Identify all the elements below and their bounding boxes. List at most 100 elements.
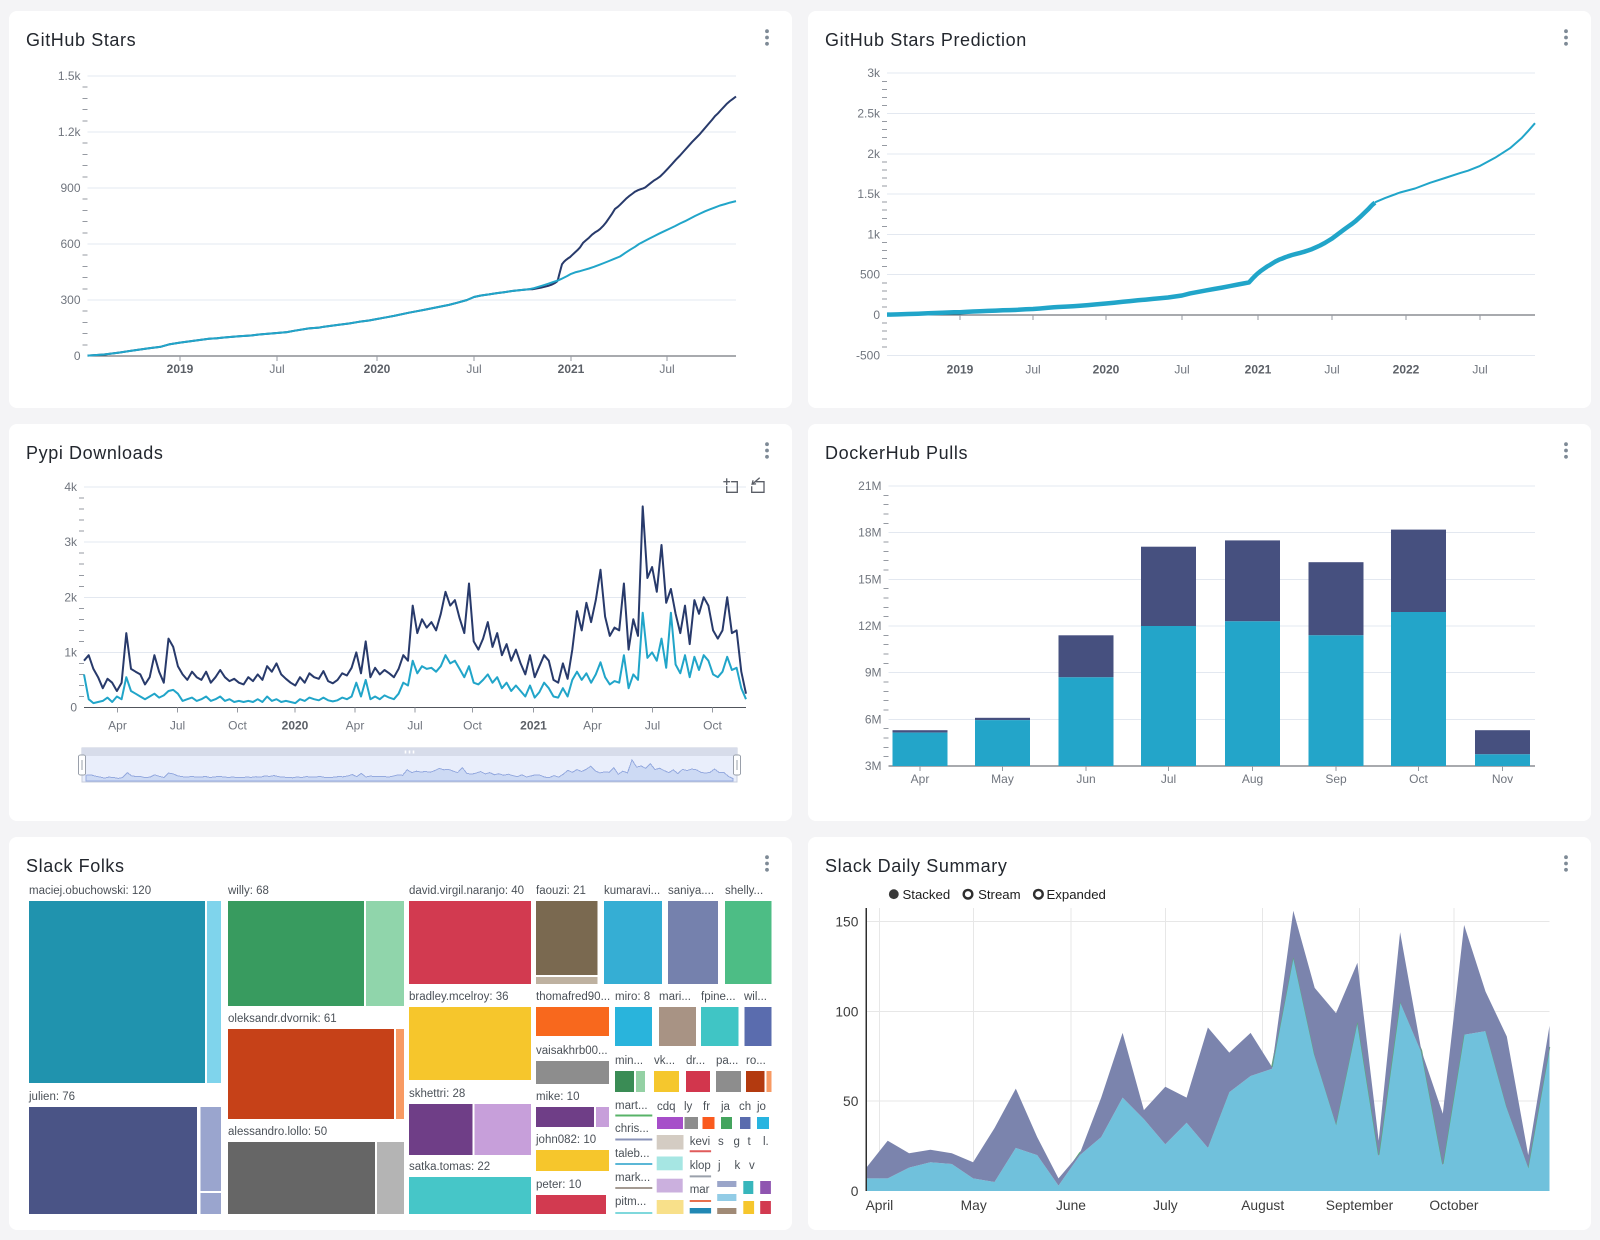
svg-text:3k: 3k (64, 535, 78, 549)
svg-text:mark...: mark... (615, 1172, 650, 1184)
svg-text:2021: 2021 (558, 362, 585, 376)
svg-text:1k: 1k (64, 645, 78, 659)
svg-text:l.: l. (763, 1136, 769, 1148)
svg-text:mar: mar (690, 1184, 710, 1196)
svg-text:3M: 3M (865, 759, 882, 773)
svg-text:pitm...: pitm... (615, 1196, 646, 1208)
svg-text:Slack Folks: Slack Folks (26, 856, 125, 876)
svg-text:2019: 2019 (167, 362, 194, 376)
svg-text:Stacked: Stacked (903, 887, 951, 902)
svg-text:0: 0 (851, 1184, 859, 1199)
svg-text:mike: 10: mike: 10 (536, 1091, 579, 1103)
svg-text:ch: ch (739, 1101, 751, 1113)
svg-text:12M: 12M (858, 619, 881, 633)
svg-text:Apr: Apr (346, 719, 365, 733)
svg-text:alessandro.lollo: 50: alessandro.lollo: 50 (228, 1126, 327, 1138)
svg-text:Jul: Jul (645, 719, 660, 733)
svg-text:kumaravi...: kumaravi... (604, 885, 660, 897)
svg-text:50: 50 (843, 1094, 859, 1109)
svg-text:Jul: Jul (466, 362, 481, 376)
svg-text:satka.tomas: 22: satka.tomas: 22 (409, 1161, 490, 1173)
svg-text:ly: ly (684, 1101, 693, 1113)
svg-text:Expanded: Expanded (1047, 887, 1106, 902)
svg-text:2021: 2021 (1245, 362, 1272, 376)
svg-text:pa...: pa... (716, 1055, 738, 1067)
svg-text:willy: 68: willy: 68 (227, 885, 269, 897)
svg-text:chris...: chris... (615, 1123, 649, 1135)
svg-text:Apr: Apr (583, 719, 602, 733)
svg-text:bradley.mcelroy: 36: bradley.mcelroy: 36 (409, 991, 509, 1003)
svg-text:GitHub Stars Prediction: GitHub Stars Prediction (825, 30, 1027, 50)
svg-text:2019: 2019 (947, 362, 974, 376)
svg-text:Jul: Jul (269, 362, 284, 376)
svg-text:klop: klop (690, 1160, 711, 1172)
svg-text:Jul: Jul (659, 362, 674, 376)
svg-text:100: 100 (835, 1004, 858, 1019)
svg-text:vaisakhrb00...: vaisakhrb00... (536, 1045, 608, 1057)
svg-text:900: 900 (60, 181, 80, 195)
svg-text:fpine...: fpine... (701, 991, 736, 1003)
svg-text:Aug: Aug (1242, 772, 1263, 786)
svg-text:0: 0 (873, 308, 880, 322)
svg-text:maciej.obuchowski: 120: maciej.obuchowski: 120 (29, 885, 151, 897)
svg-text:Nov: Nov (1492, 772, 1513, 786)
svg-text:Sep: Sep (1325, 772, 1347, 786)
svg-text:thomafred90...: thomafred90... (536, 991, 610, 1003)
svg-text:mart...: mart... (615, 1100, 648, 1112)
svg-text:Jul: Jul (1025, 362, 1040, 376)
svg-text:18M: 18M (858, 526, 881, 540)
svg-text:shelly...: shelly... (725, 885, 763, 897)
svg-text:21M: 21M (858, 479, 881, 493)
svg-text:k: k (735, 1160, 741, 1172)
svg-text:4k: 4k (64, 480, 78, 494)
svg-text:oleksandr.dvornik: 61: oleksandr.dvornik: 61 (228, 1013, 337, 1025)
svg-text:vk...: vk... (654, 1055, 675, 1067)
svg-text:600: 600 (60, 237, 80, 251)
svg-text:2021: 2021 (520, 719, 547, 733)
svg-text:October: October (1429, 1198, 1478, 1213)
svg-text:2020: 2020 (1093, 362, 1120, 376)
svg-text:300: 300 (60, 293, 80, 307)
svg-text:Jul: Jul (407, 719, 422, 733)
svg-text:Stream: Stream (978, 887, 1021, 902)
svg-text:taleb...: taleb... (615, 1148, 650, 1160)
svg-text:peter: 10: peter: 10 (536, 1179, 581, 1191)
svg-text:ja: ja (720, 1101, 731, 1113)
svg-text:skhettri: 28: skhettri: 28 (409, 1088, 465, 1100)
svg-text:Jul: Jul (1161, 772, 1176, 786)
svg-text:2k: 2k (867, 147, 881, 161)
svg-text:cdq: cdq (657, 1101, 676, 1113)
svg-text:1.5k: 1.5k (857, 187, 881, 201)
svg-text:Slack Daily Summary: Slack Daily Summary (825, 856, 1007, 876)
svg-text:May: May (991, 772, 1014, 786)
svg-text:Jul: Jul (1324, 362, 1339, 376)
svg-text:9M: 9M (865, 666, 882, 680)
svg-text:September: September (1326, 1198, 1394, 1213)
svg-text:saniya....: saniya.... (668, 885, 714, 897)
svg-text:julien: 76: julien: 76 (28, 1091, 75, 1103)
svg-text:g: g (734, 1136, 740, 1148)
svg-text:1.5k: 1.5k (58, 69, 82, 83)
svg-text:15M: 15M (858, 572, 881, 586)
svg-text:150: 150 (835, 914, 858, 929)
svg-text:Jun: Jun (1076, 772, 1095, 786)
svg-text:ro...: ro... (746, 1055, 766, 1067)
svg-text:Apr: Apr (911, 772, 930, 786)
svg-text:0: 0 (70, 701, 77, 715)
svg-text:August: August (1241, 1198, 1284, 1213)
svg-text:May: May (961, 1198, 987, 1213)
svg-text:June: June (1056, 1198, 1086, 1213)
svg-text:kevi: kevi (690, 1136, 710, 1148)
svg-text:david.virgil.naranjo: 40: david.virgil.naranjo: 40 (409, 885, 524, 897)
svg-text:min...: min... (615, 1055, 643, 1067)
svg-text:s: s (718, 1136, 724, 1148)
svg-text:3k: 3k (867, 66, 881, 80)
svg-text:Apr: Apr (108, 719, 127, 733)
svg-text:j: j (717, 1160, 721, 1172)
svg-text:faouzi: 21: faouzi: 21 (536, 885, 586, 897)
svg-text:2k: 2k (64, 590, 78, 604)
svg-text:Oct: Oct (703, 719, 722, 733)
svg-text:1.2k: 1.2k (58, 125, 82, 139)
svg-text:Oct: Oct (1409, 772, 1428, 786)
svg-text:Jul: Jul (1472, 362, 1487, 376)
